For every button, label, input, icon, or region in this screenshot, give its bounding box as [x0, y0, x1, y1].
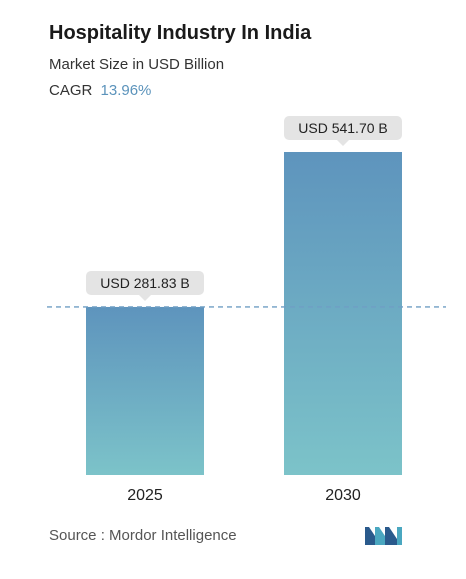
- chart-subtitle: Market Size in USD Billion: [49, 56, 225, 73]
- data-label-box: [86, 270, 204, 295]
- mordor-intelligence-logo-icon: [365, 527, 402, 545]
- data-label-pointer: [139, 294, 151, 301]
- x-tick-label-2030: 2030: [325, 487, 361, 504]
- data-label-text: USD 541.70 B: [298, 120, 388, 136]
- cagr-value: 13.96%: [100, 82, 152, 99]
- bar-2030: [284, 152, 402, 475]
- data-label-2025: USD 281.83 B: [86, 270, 204, 301]
- x-tick-label-2025: 2025: [127, 487, 163, 504]
- data-label-text: USD 281.83 B: [100, 275, 190, 291]
- cagr-label: CAGR: [49, 82, 93, 99]
- bar-2025: [86, 306, 204, 475]
- source-text: Source : Mordor Intelligence: [49, 527, 237, 544]
- cagr-line: CAGR 13.96%: [49, 82, 151, 99]
- chart-title: Hospitality Industry In India: [49, 22, 312, 44]
- data-label-pointer: [337, 140, 349, 146]
- data-label-2030: USD 541.70 B: [284, 116, 402, 146]
- data-label-box: [284, 116, 402, 140]
